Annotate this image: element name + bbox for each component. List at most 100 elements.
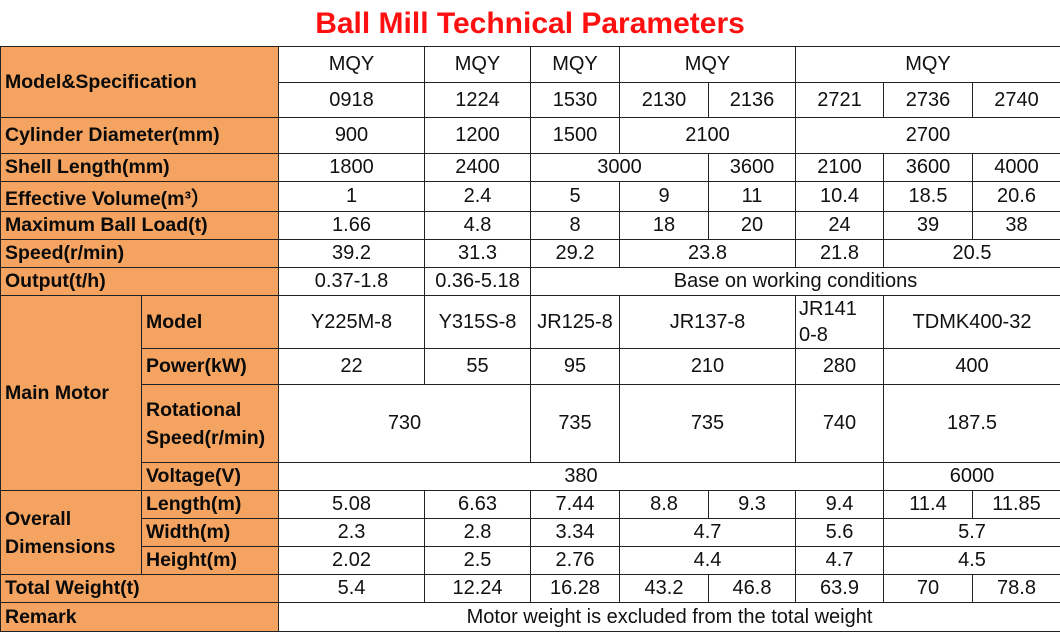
cell: 43.2: [620, 575, 709, 603]
table-row: Maximum Ball Load(t) 1.66 4.8 8 18 20 24…: [1, 212, 1060, 240]
row-label-effective-volume: Effective Volume(m³）: [1, 182, 279, 212]
cell: JR141 0-8: [796, 296, 884, 349]
cell: 0.36-5.18: [425, 268, 531, 296]
cell: 2736: [884, 83, 973, 118]
table-row: Overall Dimensions Length(m) 5.08 6.63 7…: [1, 491, 1060, 519]
cell: 187.5: [884, 385, 1060, 463]
cell: 2130: [620, 83, 709, 118]
cell: MQY: [279, 47, 425, 83]
row-label-overall-dimensions: Overall Dimensions: [1, 491, 142, 575]
cell: 4000: [973, 154, 1060, 182]
cell: 20.5: [884, 240, 1060, 268]
row-label-voltage: Voltage(V): [142, 463, 279, 491]
cell: 2400: [425, 154, 531, 182]
cell: 78.8: [973, 575, 1060, 603]
cell: JR137-8: [620, 296, 796, 349]
table-row: Speed(r/min) 39.2 31.3 29.2 23.8 21.8 20…: [1, 240, 1060, 268]
cell: 1200: [425, 118, 531, 154]
parameters-table: Model&Specification MQY MQY MQY MQY MQY …: [0, 46, 1060, 632]
row-label-model-spec: Model&Specification: [1, 47, 279, 118]
table-row: Total Weight(t) 5.4 12.24 16.28 43.2 46.…: [1, 575, 1060, 603]
table-row: Shell Length(mm) 1800 2400 3000 3600 210…: [1, 154, 1060, 182]
cell: 95: [531, 349, 620, 385]
cell: JR125-8: [531, 296, 620, 349]
cell: 4.4: [620, 547, 796, 575]
page-title: Ball Mill Technical Parameters: [0, 0, 1060, 46]
cell: 1530: [531, 83, 620, 118]
cell: 12.24: [425, 575, 531, 603]
cell: 730: [279, 385, 531, 463]
cell: 400: [884, 349, 1060, 385]
row-label-width: Width(m): [142, 519, 279, 547]
cell: 23.8: [620, 240, 796, 268]
cell: 2.4: [425, 182, 531, 212]
table-row: Effective Volume(m³） 1 2.4 5 9 11 10.4 1…: [1, 182, 1060, 212]
cell: 1224: [425, 83, 531, 118]
cell: 3.34: [531, 519, 620, 547]
cell: 3000: [531, 154, 709, 182]
cell: 2740: [973, 83, 1060, 118]
cell: 2136: [709, 83, 796, 118]
remark-cell: Motor weight is excluded from the total …: [279, 603, 1060, 632]
cell: 9.4: [796, 491, 884, 519]
cell: 10.4: [796, 182, 884, 212]
row-label-main-motor: Main Motor: [1, 296, 142, 491]
cell: 8: [531, 212, 620, 240]
cell: Base on working conditions: [531, 268, 1060, 296]
cell: 63.9: [796, 575, 884, 603]
cell: 21.8: [796, 240, 884, 268]
cell: 11: [709, 182, 796, 212]
cell: MQY: [620, 47, 796, 83]
table-row: Height(m) 2.02 2.5 2.76 4.4 4.7 4.5: [1, 547, 1060, 575]
table-row: Rotational Speed(r/min) 730 735 735 740 …: [1, 385, 1060, 463]
cell: 4.7: [620, 519, 796, 547]
cell: 1: [279, 182, 425, 212]
cell: 4.5: [884, 547, 1060, 575]
cell: 1.66: [279, 212, 425, 240]
cell: 6000: [884, 463, 1060, 491]
cell: 2.76: [531, 547, 620, 575]
cell: 9: [620, 182, 709, 212]
cell: 11.85: [973, 491, 1060, 519]
cell: 16.28: [531, 575, 620, 603]
cell: 1500: [531, 118, 620, 154]
cell: 18.5: [884, 182, 973, 212]
cell: 740: [796, 385, 884, 463]
row-label-rotational-speed: Rotational Speed(r/min): [142, 385, 279, 463]
cell: 46.8: [709, 575, 796, 603]
cell: 20: [709, 212, 796, 240]
cell: 735: [531, 385, 620, 463]
row-label-power: Power(kW): [142, 349, 279, 385]
cell: 1800: [279, 154, 425, 182]
cell: 22: [279, 349, 425, 385]
cell: Y315S-8: [425, 296, 531, 349]
row-label-motor-model: Model: [142, 296, 279, 349]
cell: 18: [620, 212, 709, 240]
cell: 2700: [796, 118, 1060, 154]
table-row: Remark Motor weight is excluded from the…: [1, 603, 1060, 632]
cell: 2100: [620, 118, 796, 154]
cell: 2.5: [425, 547, 531, 575]
cell: 5.08: [279, 491, 425, 519]
cell: 8.8: [620, 491, 709, 519]
row-label-shell-length: Shell Length(mm): [1, 154, 279, 182]
cell: 0.37-1.8: [279, 268, 425, 296]
cell: 20.6: [973, 182, 1060, 212]
cell: 2721: [796, 83, 884, 118]
table-row: Voltage(V) 380 6000: [1, 463, 1060, 491]
cell: 4.8: [425, 212, 531, 240]
cell: 24: [796, 212, 884, 240]
cell: 39.2: [279, 240, 425, 268]
table-row: Output(t/h) 0.37-1.8 0.36-5.18 Base on w…: [1, 268, 1060, 296]
cell: 280: [796, 349, 884, 385]
cell: 380: [279, 463, 884, 491]
cell: 2.02: [279, 547, 425, 575]
cell: MQY: [425, 47, 531, 83]
cell: 39: [884, 212, 973, 240]
cell: 5.7: [884, 519, 1060, 547]
cell: 5: [531, 182, 620, 212]
row-label-speed: Speed(r/min): [1, 240, 279, 268]
cell: 55: [425, 349, 531, 385]
cell: 900: [279, 118, 425, 154]
table-row: Model&Specification MQY MQY MQY MQY MQY: [1, 47, 1060, 83]
